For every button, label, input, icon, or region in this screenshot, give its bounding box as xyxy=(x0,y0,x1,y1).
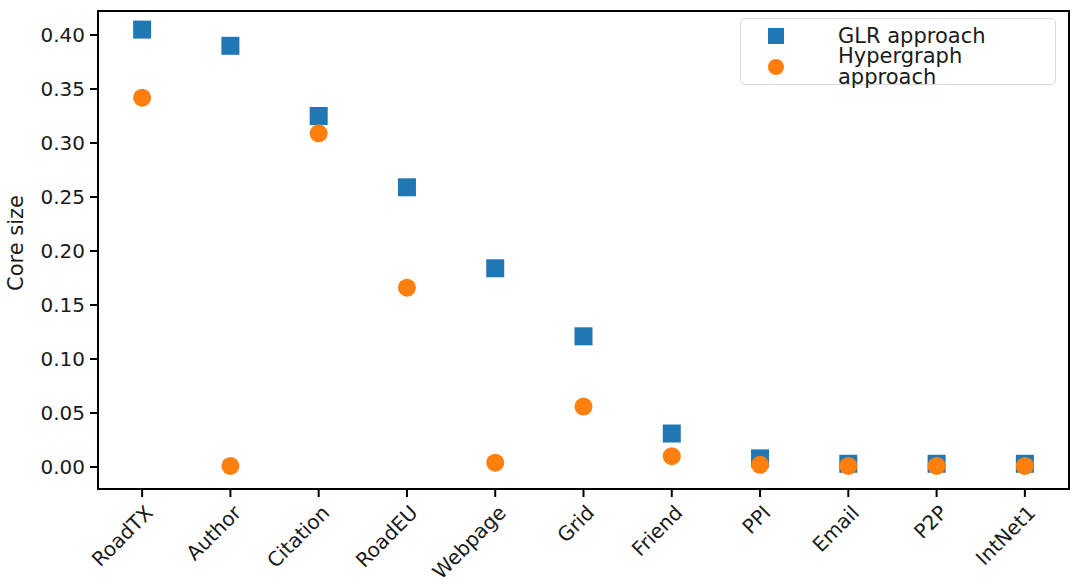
y-tick-label: 0.20 xyxy=(40,239,85,263)
y-axis-label: Core size xyxy=(4,195,28,291)
data-point-square xyxy=(398,178,416,196)
data-point-circle xyxy=(133,89,151,107)
data-point-circle xyxy=(1016,457,1034,475)
data-point-square xyxy=(133,21,151,39)
data-point-square xyxy=(663,425,681,443)
data-point-circle xyxy=(221,457,239,475)
legend-circle-icon xyxy=(768,59,784,75)
x-tick-label: IntNet1 xyxy=(971,501,1040,570)
legend: GLR approach Hypergraph approach xyxy=(740,18,1056,85)
data-point-circle xyxy=(751,456,769,474)
y-tick-label: 0.40 xyxy=(40,23,85,47)
data-point-square xyxy=(221,37,239,55)
y-tick-label: 0.35 xyxy=(40,77,85,101)
y-tick-label: 0.00 xyxy=(40,455,85,479)
x-tick-label: Citation xyxy=(262,501,334,573)
y-tick-label: 0.05 xyxy=(40,401,85,425)
y-tick-label: 0.30 xyxy=(40,131,85,155)
x-tick-label: Grid xyxy=(552,501,599,548)
data-point-circle xyxy=(398,279,416,297)
y-tick-label: 0.15 xyxy=(40,293,85,317)
x-tick-label: RoadTX xyxy=(87,500,158,571)
legend-square-icon xyxy=(768,28,784,44)
data-point-square xyxy=(486,259,504,277)
data-point-circle xyxy=(486,454,504,472)
x-tick-label: Email xyxy=(808,501,864,557)
x-tick-label: Author xyxy=(181,500,246,565)
x-tick-label: P2P xyxy=(909,501,952,544)
y-tick-label: 0.25 xyxy=(40,185,85,209)
x-tick-label: PPI xyxy=(737,501,775,539)
y-tick-label: 0.10 xyxy=(40,347,85,371)
data-point-square xyxy=(575,327,593,345)
data-point-circle xyxy=(310,124,328,142)
data-point-circle xyxy=(839,457,857,475)
data-point-circle xyxy=(575,398,593,416)
data-point-circle xyxy=(663,447,681,465)
scatter-chart-figure: 0.00 0.05 0.10 0.15 0.20 0.25 0.30 0.35 0.40 Road… xyxy=(0,0,1080,588)
legend-item-hypergraph: Hypergraph approach xyxy=(741,52,1055,83)
data-point-circle xyxy=(928,457,946,475)
data-point-square xyxy=(310,107,328,125)
x-tick-label: Friend xyxy=(627,501,687,561)
x-tick-label: RoadEU xyxy=(351,501,423,573)
legend-label-hypergraph: Hypergraph approach xyxy=(838,46,1055,88)
x-tick-label: Webpage xyxy=(428,501,511,584)
